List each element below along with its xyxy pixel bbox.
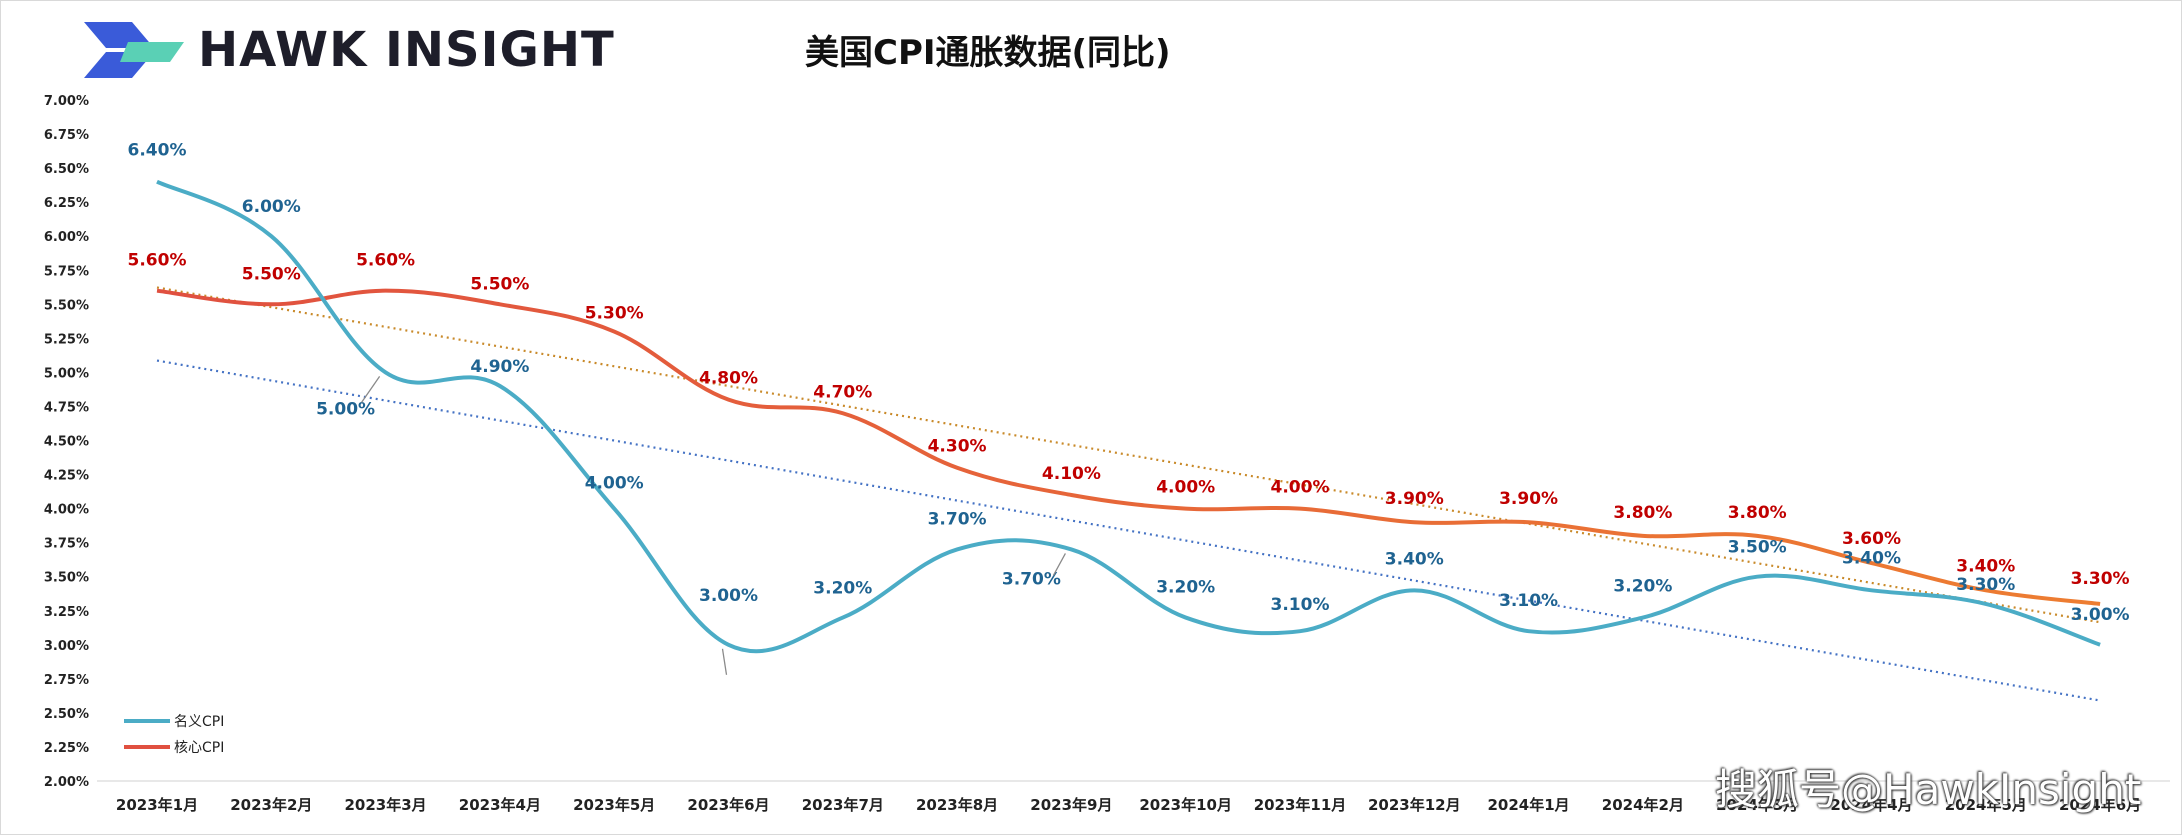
legend: 名义CPI 核心CPI	[124, 714, 224, 756]
x-tick-label: 2023年11月	[1254, 796, 1347, 814]
data-label-core: 3.30%	[2071, 569, 2130, 589]
x-tick-label: 2023年12月	[1368, 796, 1461, 814]
watermark: 搜狐号@HawkInsight	[1715, 765, 2142, 814]
x-tick-label: 2023年5月	[573, 796, 655, 814]
data-label-core: 4.70%	[813, 382, 872, 402]
data-label-nominal: 4.90%	[470, 357, 529, 377]
x-tick-label: 2024年5月	[1945, 796, 2027, 814]
x-tick-label: 2023年8月	[916, 796, 998, 814]
legend-label-nominal: 名义CPI	[174, 714, 224, 730]
y-tick-label: 2.50%	[44, 707, 89, 722]
data-label-nominal: 3.20%	[1613, 577, 1672, 597]
y-tick-label: 4.75%	[44, 400, 89, 415]
data-labels: 5.60% 5.50% 5.60% 5.50% 5.30% 4.80% 4.70% 4.30%…	[128, 141, 2130, 675]
data-label-nominal: 5.00%	[316, 399, 375, 419]
data-label-nominal: 4.00%	[585, 474, 644, 494]
y-tick-label: 6.00%	[44, 230, 89, 245]
legend-label-core: 核心CPI	[174, 740, 224, 756]
data-label-core: 3.90%	[1499, 489, 1558, 509]
data-label-nominal: 3.00%	[699, 586, 758, 606]
x-tick-label: 2024年3月	[1716, 796, 1798, 814]
x-tick-label: 2023年7月	[802, 796, 884, 814]
y-tick-label: 4.00%	[44, 503, 89, 518]
data-label-nominal: 3.70%	[1002, 569, 1061, 589]
y-tick-label: 3.25%	[44, 605, 89, 620]
data-label-core: 5.60%	[128, 251, 187, 271]
x-tick-label: 2023年4月	[459, 796, 541, 814]
label-leader-line	[721, 648, 728, 675]
hawk-insight-logo	[84, 22, 184, 78]
y-tick-label: 6.75%	[44, 128, 89, 143]
data-label-core: 3.40%	[1956, 556, 2015, 576]
x-tick-label: 2023年3月	[345, 796, 427, 814]
data-label-core: 3.90%	[1385, 489, 1444, 509]
data-label-core: 3.80%	[1613, 503, 1672, 523]
data-label-nominal: 3.20%	[1156, 578, 1215, 598]
x-tick-label: 2024年2月	[1602, 796, 1684, 814]
y-axis: 2.00% 2.25% 2.50% 2.75% 3.00% 3.25% 3.50% 3.75%…	[44, 94, 89, 790]
x-tick-label: 2023年10月	[1139, 796, 1232, 814]
x-tick-label: 2024年1月	[1488, 796, 1570, 814]
data-label-nominal: 3.70%	[928, 509, 987, 529]
y-tick-label: 5.75%	[44, 264, 89, 279]
y-tick-label: 5.00%	[44, 366, 89, 381]
data-label-core: 4.00%	[1156, 478, 1215, 498]
y-tick-label: 4.25%	[44, 469, 89, 484]
data-label-nominal: 3.10%	[1271, 595, 1330, 615]
x-tick-label: 2024年6月	[2059, 796, 2141, 814]
data-label-nominal: 3.30%	[1956, 575, 2015, 595]
data-label-core: 4.30%	[928, 437, 987, 457]
y-tick-label: 4.50%	[44, 435, 89, 450]
y-tick-label: 3.50%	[44, 571, 89, 586]
x-tick-label: 2023年2月	[230, 796, 312, 814]
y-tick-label: 2.00%	[44, 775, 89, 790]
data-label-nominal: 3.10%	[1499, 591, 1558, 611]
data-label-nominal: 3.00%	[2071, 605, 2130, 625]
trendline-nominal	[156, 359, 2101, 702]
series-lines	[156, 179, 2101, 654]
y-tick-label: 2.75%	[44, 673, 89, 688]
label-leader-line	[1052, 553, 1066, 576]
data-label-core: 4.10%	[1042, 464, 1101, 484]
y-tick-label: 5.25%	[44, 332, 89, 347]
y-tick-label: 2.25%	[44, 741, 89, 756]
data-label-core: 4.80%	[699, 369, 758, 389]
data-label-core: 3.80%	[1728, 503, 1787, 523]
data-label-nominal: 6.00%	[242, 197, 301, 217]
trendlines	[156, 286, 2101, 702]
x-axis: 2023年1月 2023年2月 2023年3月 2023年4月 2023年5月 2023年…	[116, 796, 2141, 814]
data-label-nominal: 6.40%	[128, 141, 187, 161]
data-label-core: 5.50%	[242, 264, 301, 284]
y-tick-label: 5.50%	[44, 298, 89, 313]
y-tick-label: 3.00%	[44, 639, 89, 654]
series-line-nominal	[156, 179, 2101, 654]
y-tick-label: 6.50%	[44, 162, 89, 177]
x-tick-label: 2023年9月	[1030, 796, 1112, 814]
data-label-nominal: 3.50%	[1728, 538, 1787, 558]
chart-title: 美国CPI通胀数据(同比)	[805, 33, 1171, 73]
x-tick-label: 2023年6月	[687, 796, 769, 814]
brand-name: HAWK INSIGHT	[198, 22, 615, 78]
data-label-nominal: 3.40%	[1842, 548, 1901, 568]
y-tick-label: 6.25%	[44, 196, 89, 211]
y-tick-label: 7.00%	[44, 94, 89, 109]
data-label-nominal: 3.20%	[813, 579, 872, 599]
data-label-core: 4.00%	[1271, 478, 1330, 498]
label-leader-line	[361, 376, 381, 403]
data-label-core: 5.50%	[470, 274, 529, 294]
trendline-core	[156, 286, 2101, 624]
x-tick-label: 2024年4月	[1830, 796, 1912, 814]
y-tick-label: 3.75%	[44, 537, 89, 552]
data-label-core: 5.30%	[585, 304, 644, 324]
x-tick-label: 2023年1月	[116, 796, 198, 814]
data-label-core: 5.60%	[356, 251, 415, 271]
data-label-nominal: 3.40%	[1385, 549, 1444, 569]
data-label-core: 3.60%	[1842, 529, 1901, 549]
series-line-core	[156, 288, 2101, 606]
